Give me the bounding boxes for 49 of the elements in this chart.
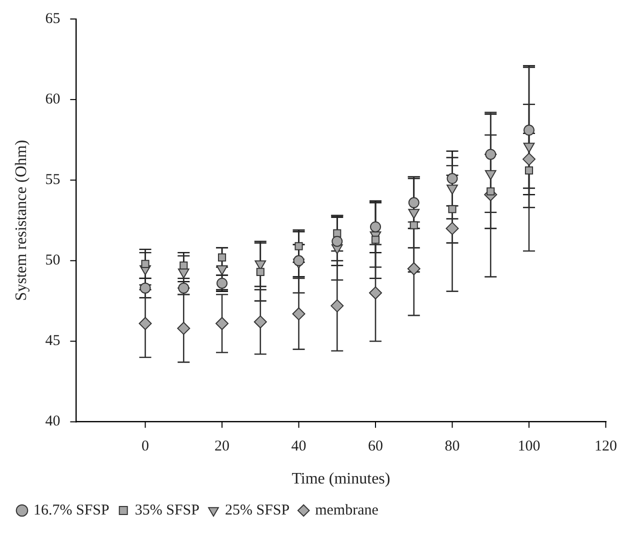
point xyxy=(293,255,304,266)
point xyxy=(524,124,535,136)
point xyxy=(446,184,458,195)
point xyxy=(177,322,190,335)
point xyxy=(410,221,418,230)
point xyxy=(332,236,343,247)
y-tick-label: 45 xyxy=(45,333,60,350)
legend-label: 35% SFSP xyxy=(134,502,200,518)
x-tick-label: 40 xyxy=(291,438,306,455)
point xyxy=(330,299,344,312)
point xyxy=(292,307,306,320)
point xyxy=(371,236,380,244)
point xyxy=(138,317,152,330)
x-tick-label: 0 xyxy=(142,438,150,455)
point xyxy=(216,265,228,276)
x-tick-label: 80 xyxy=(444,438,460,455)
point xyxy=(486,187,495,196)
point xyxy=(407,262,420,276)
point xyxy=(256,268,264,276)
x-tick-label: 100 xyxy=(518,438,540,455)
point xyxy=(294,242,303,250)
point xyxy=(369,286,382,300)
point xyxy=(446,222,459,235)
legend-label: 16.7% SFSP xyxy=(34,502,110,518)
point xyxy=(524,166,534,174)
point xyxy=(448,205,456,214)
y-tick-label: 55 xyxy=(45,172,60,188)
x-tick-label: 60 xyxy=(368,438,384,455)
x-tick-label: 20 xyxy=(214,438,230,455)
point xyxy=(254,315,267,328)
x-axis-title: Time (minutes) xyxy=(292,470,390,488)
y-tick-label: 65 xyxy=(45,10,60,27)
point xyxy=(484,170,496,180)
point xyxy=(408,208,420,219)
point xyxy=(523,142,535,153)
y-axis-title: System resistance (Ohm) xyxy=(12,140,30,301)
y-tick-label: 50 xyxy=(45,252,60,269)
x-tick-label: 120 xyxy=(594,438,617,455)
point xyxy=(216,317,229,330)
point xyxy=(446,173,458,184)
point xyxy=(370,221,382,232)
legend-label: membrane xyxy=(315,502,379,518)
point xyxy=(408,197,420,208)
point xyxy=(141,260,150,268)
y-tick-label: 40 xyxy=(45,414,60,430)
legend-label: 25% SFSP xyxy=(224,502,290,518)
y-tick-label: 60 xyxy=(45,91,60,108)
point xyxy=(485,148,496,160)
point xyxy=(522,152,536,166)
